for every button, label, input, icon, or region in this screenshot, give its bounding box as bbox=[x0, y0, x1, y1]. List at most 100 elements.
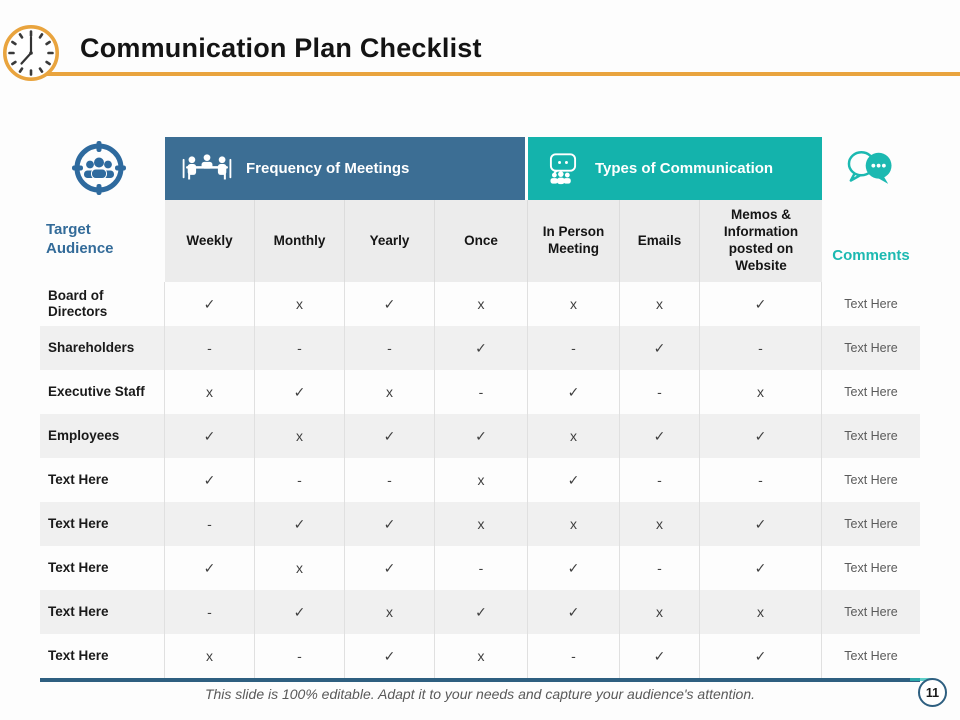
mark-cell: ✓ bbox=[165, 546, 255, 590]
title-underline bbox=[30, 72, 960, 76]
mark-cell: ✓ bbox=[528, 546, 620, 590]
mark-cell: ✓ bbox=[435, 414, 528, 458]
mark-cell: x bbox=[255, 282, 345, 326]
mark-cell: x bbox=[435, 502, 528, 546]
mark-cell: ✓ bbox=[620, 634, 700, 678]
page-title: Communication Plan Checklist bbox=[80, 33, 482, 63]
comment-cell: Text Here bbox=[844, 429, 898, 443]
mark-cell: x bbox=[345, 370, 435, 414]
mark-cell: - bbox=[345, 458, 435, 502]
comment-cell: Text Here bbox=[844, 385, 898, 399]
mark-cell: ✓ bbox=[255, 370, 345, 414]
column-header-yearly: Yearly bbox=[345, 200, 435, 282]
column-header-emails: Emails bbox=[620, 200, 700, 282]
comments-spacer bbox=[822, 200, 920, 282]
comment-cell: Text Here bbox=[844, 605, 898, 619]
mark-cell: - bbox=[700, 326, 822, 370]
target-audience-label: Target Audience bbox=[46, 221, 114, 257]
table-row: Executive Staff x ✓ x - ✓ - x Text Here bbox=[40, 370, 920, 414]
mark-cell: x bbox=[528, 414, 620, 458]
mark-cell: ✓ bbox=[165, 458, 255, 502]
mark-cell: x bbox=[165, 634, 255, 678]
mark-cell: x bbox=[345, 590, 435, 634]
audience-cell: Text Here bbox=[40, 590, 165, 634]
mark-cell: - bbox=[255, 458, 345, 502]
comment-cell: Text Here bbox=[844, 517, 898, 531]
audience-cell: Text Here bbox=[40, 502, 165, 546]
mark-cell: - bbox=[435, 546, 528, 590]
accent-line-end bbox=[910, 678, 932, 681]
mark-cell: x bbox=[700, 590, 822, 634]
mark-cell: - bbox=[165, 590, 255, 634]
audience-cell: Text Here bbox=[40, 546, 165, 590]
mark-cell: x bbox=[528, 282, 620, 326]
table-row: Employees ✓ x ✓ ✓ x ✓ ✓ Text Here bbox=[40, 414, 920, 458]
column-header-monthly: Monthly bbox=[255, 200, 345, 282]
mark-cell: ✓ bbox=[345, 282, 435, 326]
audience-cell: Executive Staff bbox=[40, 370, 165, 414]
clock-icon bbox=[2, 24, 60, 87]
mark-cell: x bbox=[620, 282, 700, 326]
comment-cell: Text Here bbox=[844, 297, 898, 311]
mark-cell: - bbox=[528, 326, 620, 370]
table-row: Text Here - ✓ ✓ x x x ✓ Text Here bbox=[40, 502, 920, 546]
mark-cell: - bbox=[700, 458, 822, 502]
mark-cell: - bbox=[255, 634, 345, 678]
mark-cell: - bbox=[620, 546, 700, 590]
mark-cell: - bbox=[620, 370, 700, 414]
mark-cell: - bbox=[255, 326, 345, 370]
mark-cell: x bbox=[620, 502, 700, 546]
audience-cell: Text Here bbox=[40, 458, 165, 502]
mark-cell: ✓ bbox=[528, 590, 620, 634]
column-header-memos: Memos & Information posted on Website bbox=[700, 200, 822, 282]
column-header-weekly: Weekly bbox=[165, 200, 255, 282]
table-row: Shareholders - - - ✓ - ✓ - Text Here bbox=[40, 326, 920, 370]
checklist-table: Frequency of Meetings Types of Communica… bbox=[40, 137, 932, 682]
chat-bubbles-icon bbox=[842, 147, 898, 196]
mark-cell: ✓ bbox=[345, 414, 435, 458]
table-row: Text Here ✓ - - x ✓ - - Text Here bbox=[40, 458, 920, 502]
comment-cell: Text Here bbox=[844, 473, 898, 487]
mark-cell: ✓ bbox=[255, 590, 345, 634]
comments-column-label: Comments bbox=[832, 247, 910, 264]
mark-cell: - bbox=[165, 502, 255, 546]
mark-cell: - bbox=[528, 634, 620, 678]
mark-cell: x bbox=[255, 414, 345, 458]
mark-cell: x bbox=[528, 502, 620, 546]
table-row: Text Here x - ✓ x - ✓ ✓ Text Here bbox=[40, 634, 920, 678]
column-header-once: Once bbox=[435, 200, 528, 282]
mark-cell: ✓ bbox=[528, 370, 620, 414]
mark-cell: ✓ bbox=[700, 502, 822, 546]
mark-cell: ✓ bbox=[700, 634, 822, 678]
target-audience-icon bbox=[70, 139, 128, 202]
frequency-group-label: Frequency of Meetings bbox=[246, 160, 410, 177]
column-header-row: Weekly Monthly Yearly Once In Person Mee… bbox=[40, 200, 920, 282]
table-row: Text Here - ✓ x ✓ ✓ x x Text Here bbox=[40, 590, 920, 634]
mark-cell: ✓ bbox=[165, 282, 255, 326]
mark-cell: ✓ bbox=[620, 326, 700, 370]
mark-cell: x bbox=[620, 590, 700, 634]
mark-cell: ✓ bbox=[345, 502, 435, 546]
mark-cell: x bbox=[700, 370, 822, 414]
mark-cell: x bbox=[435, 282, 528, 326]
mark-cell: x bbox=[435, 458, 528, 502]
mark-cell: ✓ bbox=[435, 590, 528, 634]
mark-cell: x bbox=[255, 546, 345, 590]
table-bottom-border bbox=[40, 678, 920, 682]
mark-cell: - bbox=[435, 370, 528, 414]
mark-cell: ✓ bbox=[620, 414, 700, 458]
mark-cell: ✓ bbox=[165, 414, 255, 458]
comment-cell: Text Here bbox=[844, 649, 898, 663]
audience-cell: Text Here bbox=[40, 634, 165, 678]
mark-cell: - bbox=[620, 458, 700, 502]
mark-cell: ✓ bbox=[700, 414, 822, 458]
table-row: Board of Directors ✓ x ✓ x x x ✓ Text He… bbox=[40, 282, 920, 326]
page-number-badge: 11 bbox=[918, 678, 947, 707]
mark-cell: ✓ bbox=[345, 546, 435, 590]
mark-cell: ✓ bbox=[345, 634, 435, 678]
mark-cell: ✓ bbox=[255, 502, 345, 546]
table-body: Board of Directors ✓ x ✓ x x x ✓ Text He… bbox=[40, 282, 920, 678]
frequency-group-header: Frequency of Meetings bbox=[165, 137, 528, 200]
mark-cell: ✓ bbox=[528, 458, 620, 502]
table-row: Text Here ✓ x ✓ - ✓ - ✓ Text Here bbox=[40, 546, 920, 590]
